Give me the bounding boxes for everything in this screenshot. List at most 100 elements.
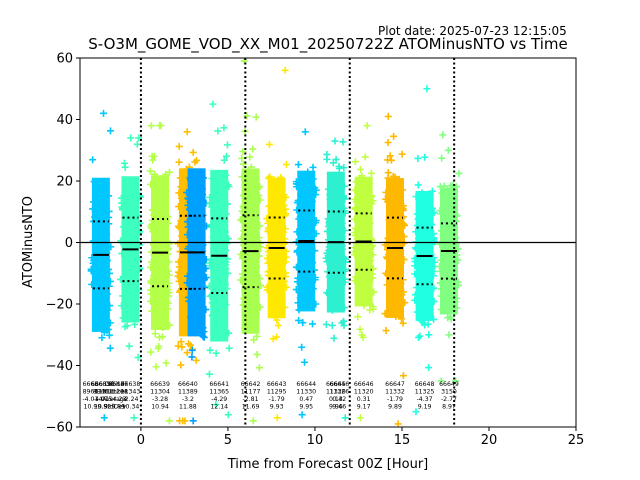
series-column-8 bbox=[292, 128, 320, 419]
stat-label: 66645 bbox=[326, 381, 346, 388]
data-point bbox=[439, 131, 447, 139]
data-point bbox=[441, 223, 449, 231]
data-point bbox=[106, 269, 114, 277]
data-point bbox=[244, 174, 252, 182]
data-point bbox=[357, 265, 365, 273]
data-point bbox=[162, 187, 170, 195]
data-point bbox=[94, 225, 102, 233]
data-point bbox=[354, 272, 362, 280]
data-point bbox=[191, 158, 199, 166]
data-point bbox=[421, 153, 429, 161]
stat-label: 8.97 bbox=[442, 404, 456, 411]
data-point bbox=[445, 224, 453, 232]
data-point bbox=[446, 313, 454, 321]
data-point bbox=[412, 228, 420, 236]
data-point bbox=[437, 210, 445, 218]
stat-label: Orbit# bbox=[104, 381, 125, 388]
data-point bbox=[336, 198, 344, 206]
data-point bbox=[283, 283, 291, 291]
stat-label: 11325 bbox=[415, 389, 435, 396]
data-point bbox=[151, 170, 159, 178]
stat-label: 11326 bbox=[326, 389, 346, 396]
data-point bbox=[429, 272, 437, 280]
data-point bbox=[328, 321, 336, 329]
stat-label: -4.23 bbox=[110, 396, 126, 403]
data-point bbox=[207, 199, 215, 207]
data-point bbox=[418, 189, 426, 197]
data-point bbox=[249, 300, 257, 308]
data-point bbox=[337, 229, 345, 237]
data-point bbox=[449, 194, 457, 202]
data-point bbox=[274, 178, 282, 186]
data-point bbox=[92, 271, 100, 279]
data-point bbox=[332, 267, 340, 275]
data-point bbox=[293, 278, 301, 286]
data-point bbox=[303, 199, 311, 207]
data-point bbox=[220, 274, 228, 282]
data-point bbox=[419, 232, 427, 240]
data-point bbox=[301, 128, 309, 136]
data-point bbox=[282, 269, 290, 277]
data-point bbox=[425, 331, 433, 339]
data-point bbox=[309, 163, 317, 171]
data-point bbox=[147, 348, 155, 356]
data-point bbox=[299, 319, 307, 327]
data-point bbox=[337, 205, 345, 213]
data-point bbox=[134, 353, 142, 361]
data-point bbox=[156, 191, 164, 199]
data-point bbox=[427, 230, 435, 238]
data-point bbox=[192, 252, 200, 260]
stat-label: 6663 bbox=[83, 381, 99, 388]
stat-label: 9.95 bbox=[299, 404, 313, 411]
data-point bbox=[273, 308, 281, 316]
data-point bbox=[303, 256, 311, 264]
data-point bbox=[98, 279, 106, 287]
data-point bbox=[97, 291, 105, 299]
data-point bbox=[91, 213, 99, 221]
data-point bbox=[440, 295, 448, 303]
data-point bbox=[390, 132, 398, 140]
data-point bbox=[306, 210, 314, 218]
data-point bbox=[366, 306, 374, 314]
data-point bbox=[188, 353, 196, 361]
data-point bbox=[159, 258, 167, 266]
data-point bbox=[294, 247, 302, 255]
data-point bbox=[94, 305, 102, 313]
stat-label: 3150 bbox=[441, 389, 457, 396]
data-point bbox=[331, 137, 339, 145]
data-point bbox=[209, 100, 217, 108]
data-point bbox=[119, 223, 127, 231]
data-point bbox=[399, 372, 407, 380]
data-point bbox=[312, 217, 320, 225]
data-point bbox=[323, 258, 331, 266]
data-point bbox=[361, 214, 369, 222]
data-point bbox=[296, 294, 304, 302]
data-point bbox=[312, 300, 320, 308]
data-point bbox=[362, 225, 370, 233]
data-point bbox=[180, 260, 188, 268]
data-point bbox=[103, 230, 111, 238]
data-point bbox=[151, 330, 159, 338]
data-point bbox=[91, 262, 99, 270]
data-point bbox=[303, 186, 311, 194]
data-point bbox=[194, 317, 202, 325]
data-point bbox=[212, 245, 220, 253]
data-point bbox=[340, 304, 348, 312]
data-point bbox=[360, 301, 368, 309]
stat-label: 9.46 bbox=[332, 404, 346, 411]
x-tick-label: 10 bbox=[307, 433, 324, 448]
data-point bbox=[222, 171, 230, 179]
data-point bbox=[332, 244, 340, 252]
data-point bbox=[267, 180, 275, 188]
y-tick-label: 20 bbox=[56, 175, 73, 190]
data-point bbox=[394, 248, 402, 256]
data-point bbox=[213, 272, 221, 280]
data-point bbox=[384, 139, 392, 147]
data-point bbox=[156, 302, 164, 310]
data-point bbox=[212, 321, 220, 329]
data-point bbox=[256, 275, 264, 283]
data-point bbox=[90, 198, 98, 206]
data-point bbox=[413, 245, 421, 253]
data-point bbox=[426, 310, 434, 318]
data-point bbox=[422, 209, 430, 217]
